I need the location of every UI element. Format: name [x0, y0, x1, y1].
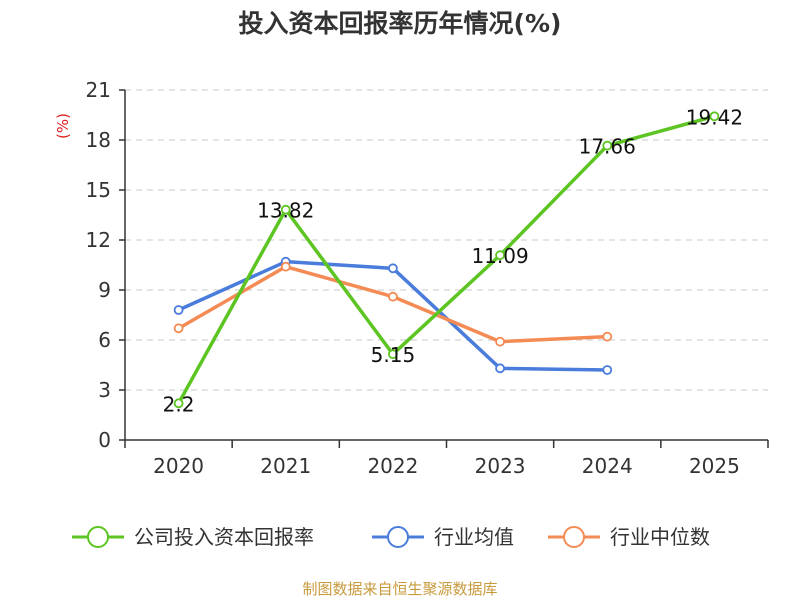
legend-item[interactable]: 行业中位数 — [548, 525, 710, 549]
series-line — [176, 264, 609, 344]
gridlines — [125, 89, 768, 391]
series-2 — [173, 261, 613, 347]
data-point[interactable] — [173, 398, 184, 409]
data-point[interactable] — [388, 263, 398, 274]
data-label: 19.42 — [686, 105, 743, 129]
x-tick-label: 2023 — [475, 454, 526, 478]
axes: 0 3 6 9 12 15 18 21 2020 2021 2022 2023 2024 2025 — [86, 78, 769, 478]
chart-title: 投入资本回报率历年情况(%) — [239, 9, 562, 38]
data-point[interactable] — [388, 291, 398, 302]
y-tick-label: 15 — [86, 178, 111, 202]
data-labels: 2.2 13.82 5.15 11.09 17.66 19.42 — [163, 105, 743, 416]
y-tick-label: 18 — [86, 128, 111, 152]
legend-marker — [87, 526, 109, 548]
data-point[interactable] — [602, 365, 613, 375]
legend-marker — [563, 526, 585, 548]
series-0 — [173, 111, 720, 409]
y-tick-label: 6 — [98, 328, 111, 352]
data-point[interactable] — [388, 349, 398, 360]
x-tick-label: 2025 — [689, 454, 740, 478]
x-tick-label: 2022 — [367, 454, 418, 478]
data-point[interactable] — [709, 111, 720, 122]
legend-item[interactable]: 行业均值 — [372, 525, 514, 549]
data-point[interactable] — [173, 305, 184, 315]
series — [173, 111, 720, 409]
data-point[interactable] — [602, 331, 613, 342]
data-point[interactable] — [495, 363, 505, 374]
x-tick-label: 2024 — [582, 454, 633, 478]
y-tick-label: 9 — [98, 278, 111, 302]
data-label: 17.66 — [579, 135, 636, 159]
data-label: 11.09 — [471, 244, 528, 268]
data-point[interactable] — [602, 140, 613, 151]
y-axis-label: (%) — [54, 113, 72, 139]
legend-label: 行业中位数 — [610, 525, 710, 549]
data-point[interactable] — [495, 250, 505, 261]
data-label: 2.2 — [163, 392, 195, 416]
data-point[interactable] — [173, 323, 184, 334]
source-note: 制图数据来自恒生聚源数据库 — [302, 580, 497, 598]
legend-item[interactable]: 公司投入资本回报率 — [72, 525, 314, 549]
y-tick-label: 0 — [98, 428, 111, 452]
y-tick-label: 12 — [86, 228, 111, 252]
data-label: 5.15 — [371, 343, 416, 367]
data-point[interactable] — [280, 261, 291, 272]
legend-marker — [387, 526, 409, 548]
legend-label: 行业均值 — [434, 525, 514, 549]
data-label: 13.82 — [257, 199, 314, 223]
series-line — [176, 114, 717, 406]
data-point[interactable] — [495, 336, 505, 347]
y-tick-label: 3 — [98, 378, 111, 402]
legend-label: 公司投入资本回报率 — [134, 525, 314, 549]
data-point[interactable] — [280, 204, 291, 215]
legend[interactable]: 公司投入资本回报率 行业均值 行业中位数 — [72, 525, 710, 549]
x-tick-label: 2020 — [153, 454, 204, 478]
y-tick-label: 21 — [86, 78, 111, 102]
x-tick-label: 2021 — [260, 454, 311, 478]
